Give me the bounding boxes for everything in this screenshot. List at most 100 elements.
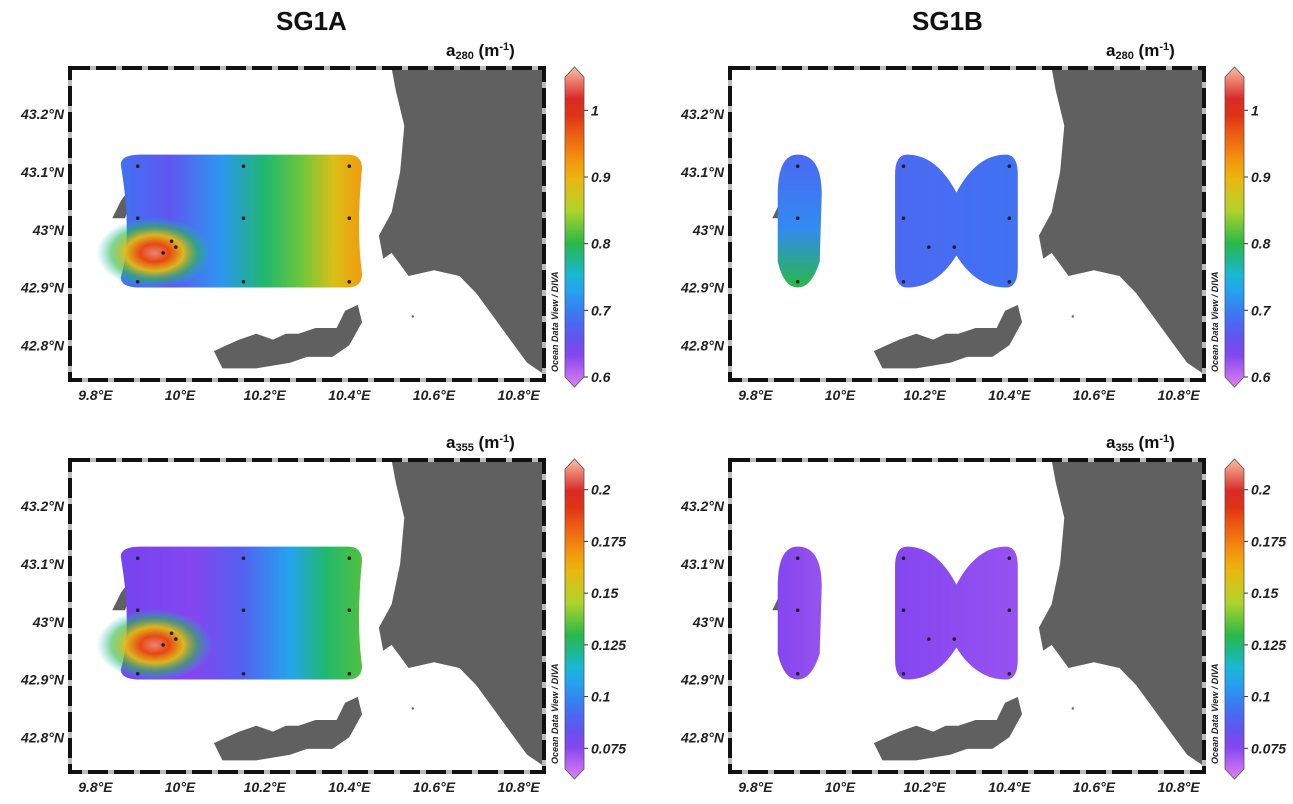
x-tick-label: 10.2°E — [244, 387, 287, 403]
station-point — [795, 672, 800, 676]
x-tick-label: 9.8°E — [738, 779, 773, 795]
x-tick-label: 10.2°E — [904, 387, 947, 403]
station-point — [901, 556, 906, 560]
small-island — [411, 707, 415, 710]
station-point — [1007, 280, 1012, 284]
colorbar-unit-label: a355 (m-1) — [446, 433, 515, 454]
station-point — [347, 672, 352, 676]
y-tick-label: 43.1°N — [680, 164, 725, 180]
colorbar-tick-label: 0.125 — [1251, 637, 1286, 653]
colorbar-tick-label: 1 — [591, 102, 599, 118]
x-tick-label: 10.6°E — [413, 387, 456, 403]
colorbar-tick-label: 0.7 — [1251, 302, 1272, 318]
small-island — [1071, 315, 1075, 318]
station-point — [901, 164, 906, 168]
station-point — [795, 280, 800, 284]
x-tick-label: 10.4°E — [988, 779, 1031, 795]
y-tick-label: 43.1°N — [680, 556, 725, 572]
colorbar-tick-label: 0.1 — [591, 689, 611, 705]
x-tick-label: 10.6°E — [1073, 779, 1116, 795]
x-tick-label: 10°E — [825, 779, 856, 795]
station-point — [901, 280, 906, 284]
y-tick-label: 43.1°N — [20, 556, 65, 572]
y-tick-label: 42.8°N — [680, 729, 725, 745]
station-point — [135, 672, 140, 676]
station-point — [241, 164, 246, 168]
colorbar — [1224, 458, 1245, 780]
mainland-coast — [1038, 68, 1204, 375]
station-point — [161, 643, 165, 647]
x-tick-label: 10°E — [165, 779, 196, 795]
station-point — [174, 637, 178, 641]
colorbar — [564, 66, 585, 388]
colorbar-tick-label: 0.1 — [1251, 689, 1271, 705]
y-tick-label: 43°N — [692, 222, 725, 238]
station-point — [1007, 608, 1012, 612]
y-tick-label: 42.9°N — [20, 672, 65, 688]
station-point — [241, 672, 246, 676]
y-tick-label: 42.9°N — [680, 280, 725, 296]
colorbar-tick-label: 0.15 — [591, 585, 618, 601]
colorbar-unit-label: a280 (m-1) — [446, 41, 515, 62]
credit-label: Ocean Data View / DIVA — [1210, 271, 1220, 372]
station-point — [795, 216, 800, 220]
x-tick-label: 9.8°E — [78, 387, 113, 403]
x-tick-label: 10.2°E — [244, 779, 287, 795]
x-tick-label: 10°E — [825, 387, 856, 403]
station-point — [347, 556, 352, 560]
station-point — [795, 164, 800, 168]
y-tick-label: 42.9°N — [20, 280, 65, 296]
credit-label: Ocean Data View / DIVA — [550, 663, 560, 764]
elba-island — [873, 696, 1022, 761]
x-tick-label: 10°E — [165, 387, 196, 403]
colorbar-tick-label: 0.2 — [1251, 482, 1271, 498]
station-point — [901, 608, 906, 612]
station-point — [347, 608, 352, 612]
colorbar-tick-label: 0.175 — [1251, 533, 1286, 549]
plot-frame-dashes — [728, 66, 1206, 382]
x-tick-label: 10.2°E — [904, 779, 947, 795]
colorbar-tick-label: 0.075 — [1251, 740, 1286, 756]
station-point — [135, 556, 140, 560]
y-tick-label: 43°N — [32, 614, 65, 630]
field-lobe-east — [895, 546, 1018, 680]
colorbar-tick-label: 0.15 — [1251, 585, 1278, 601]
field-lobe-west — [777, 546, 822, 680]
x-tick-label: 10.6°E — [413, 779, 456, 795]
panel-sg1a-a355: 42.8°N 42.9°N 43°N 43.1°N 43.2°N 9.8°E 10°E 10.… — [0, 428, 640, 804]
station-point — [135, 280, 140, 284]
small-island — [411, 315, 415, 318]
station-point — [347, 280, 352, 284]
y-tick-label: 42.9°N — [680, 672, 725, 688]
x-tick-label: 10.4°E — [988, 387, 1031, 403]
y-tick-label: 43°N — [32, 222, 65, 238]
colorbar-tick-label: 0.8 — [591, 236, 611, 252]
y-tick-label: 43.1°N — [20, 164, 65, 180]
panel-svg-sg1b-a280: 42.8°N42.9°N43°N43.1°N43.2°N9.8°E 10°E 10.… — [680, 41, 1272, 403]
station-point — [952, 637, 957, 641]
y-tick-label: 42.8°N — [20, 729, 65, 745]
column-title-sg1a: SG1A — [276, 6, 347, 36]
y-tick-label: 43.2°N — [20, 106, 65, 122]
field-lobe-east — [895, 154, 1018, 288]
panel-svg-sg1b-a355: 42.8°N 42.9°N 43°N 43.1°N 43.2°N 9.8°E 10°E 10.… — [680, 433, 1286, 795]
panel-svg-sg1a-a355: 42.8°N 42.9°N 43°N 43.1°N 43.2°N 9.8°E 10°E 10.… — [20, 433, 626, 795]
station-point — [1007, 216, 1012, 220]
mainland-coast — [378, 68, 544, 375]
colorbar-unit-label: a355 (m-1) — [1106, 433, 1175, 454]
station-point — [169, 239, 174, 244]
x-tick-label: 9.8°E — [738, 387, 773, 403]
x-tick-label: 10.4°E — [328, 387, 371, 403]
station-point — [1007, 164, 1012, 168]
station-point — [169, 631, 174, 636]
mainland-coast — [378, 460, 544, 767]
colorbar-tick-label: 0.6 — [1251, 369, 1271, 385]
y-tick-label: 42.8°N — [20, 337, 65, 353]
elba-island — [213, 304, 362, 369]
panel-sg1b-a280: 42.8°N 42.9°N 43°N 43.1°N 43.2°N 9.8°E 10°E 10.… — [660, 36, 1293, 406]
plot-frame-dashes — [68, 66, 546, 382]
panel-svg-sg1a-a280: 42.8°N42.9°N43°N43.1°N43.2°N9.8°E 10°E 10.… — [20, 41, 612, 403]
colorbar-tick-label: 0.6 — [591, 369, 611, 385]
station-point — [927, 245, 931, 249]
colorbar — [1224, 66, 1245, 388]
